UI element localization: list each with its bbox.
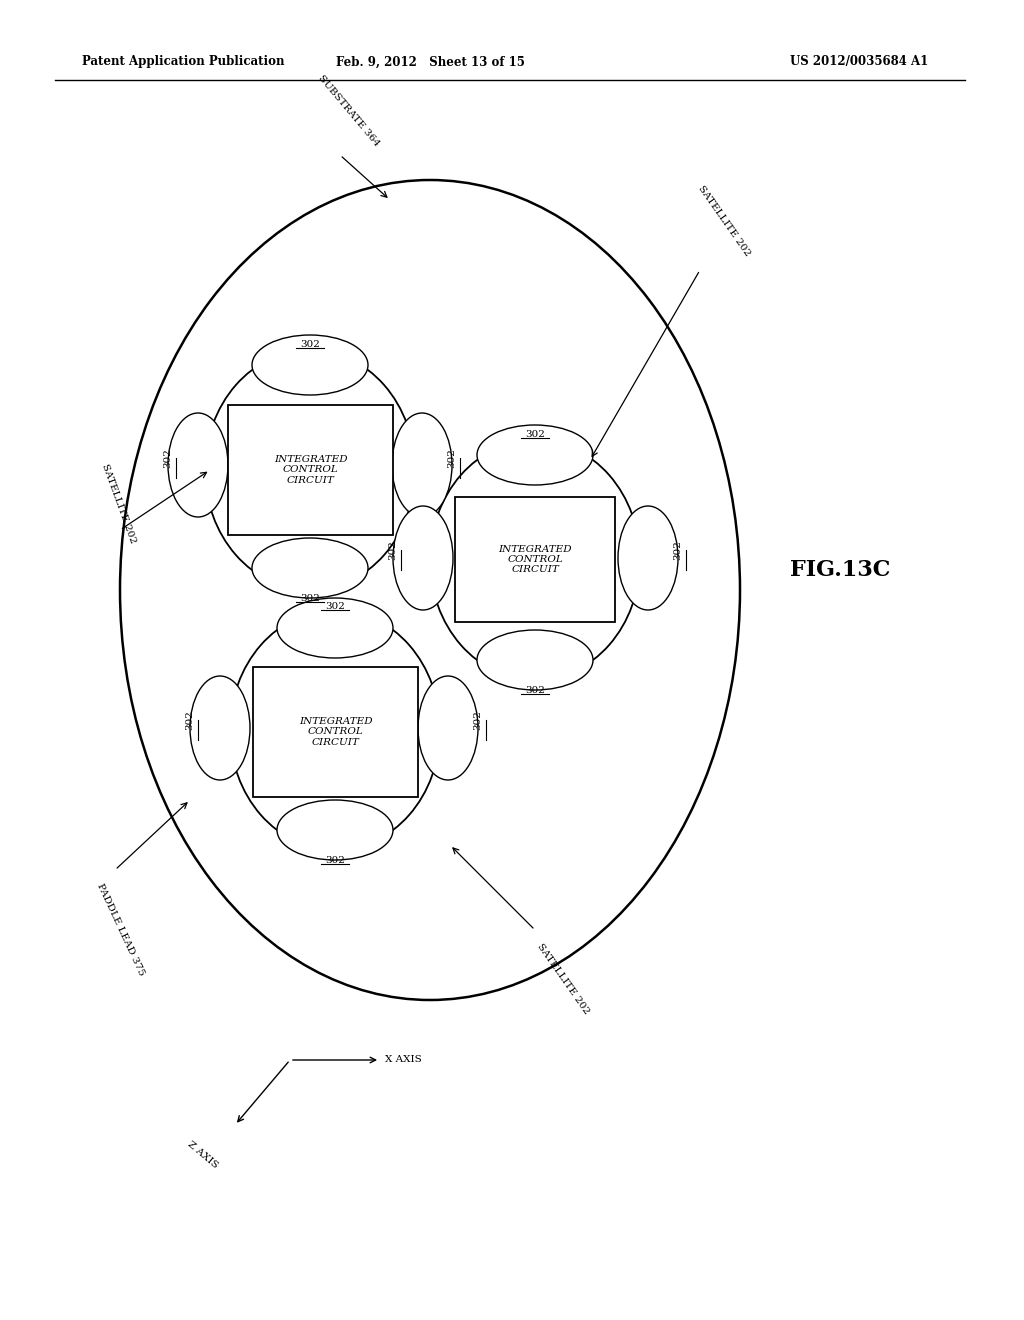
Ellipse shape (205, 350, 415, 590)
Text: 302: 302 (325, 602, 345, 611)
Ellipse shape (430, 440, 640, 680)
Bar (253, 667, 418, 797)
Text: SATELLITE 202: SATELLITE 202 (100, 463, 137, 545)
Bar (455, 498, 615, 622)
Text: X AXIS: X AXIS (385, 1056, 422, 1064)
Text: SATELLITE 202: SATELLITE 202 (535, 942, 591, 1016)
Bar (228, 405, 393, 535)
Text: INTEGRATED
CONTROL
CIRCUIT: INTEGRATED CONTROL CIRCUIT (273, 455, 347, 484)
Ellipse shape (278, 598, 393, 657)
Text: 302: 302 (525, 430, 545, 440)
Text: 302: 302 (388, 540, 397, 560)
Text: 302: 302 (185, 710, 195, 730)
Text: 302: 302 (164, 447, 172, 469)
Text: SATELLITE 202: SATELLITE 202 (696, 183, 752, 257)
Ellipse shape (168, 413, 228, 517)
Ellipse shape (252, 335, 368, 395)
Text: Feb. 9, 2012   Sheet 13 of 15: Feb. 9, 2012 Sheet 13 of 15 (336, 55, 524, 69)
Ellipse shape (418, 676, 478, 780)
Text: 302: 302 (525, 686, 545, 696)
Text: INTEGRATED
CONTROL
CIRCUIT: INTEGRATED CONTROL CIRCUIT (499, 545, 571, 574)
Ellipse shape (477, 630, 593, 690)
Text: 302: 302 (300, 341, 319, 348)
Ellipse shape (230, 610, 440, 850)
Text: 302: 302 (473, 710, 482, 730)
Ellipse shape (477, 425, 593, 484)
Ellipse shape (392, 413, 452, 517)
Ellipse shape (393, 506, 453, 610)
Text: FIG.13C: FIG.13C (790, 558, 891, 581)
Ellipse shape (190, 676, 250, 780)
Text: 302: 302 (325, 855, 345, 865)
Text: 302: 302 (674, 540, 683, 560)
Text: Patent Application Publication: Patent Application Publication (82, 55, 285, 69)
Text: 302: 302 (300, 594, 319, 603)
Text: Z AXIS: Z AXIS (186, 1140, 220, 1171)
Ellipse shape (618, 506, 678, 610)
Text: INTEGRATED
CONTROL
CIRCUIT: INTEGRATED CONTROL CIRCUIT (299, 717, 373, 747)
Text: SUBSTRATE 364: SUBSTRATE 364 (316, 74, 381, 148)
Text: US 2012/0035684 A1: US 2012/0035684 A1 (790, 55, 928, 69)
Text: 302: 302 (447, 447, 457, 469)
Ellipse shape (252, 539, 368, 598)
Ellipse shape (278, 800, 393, 861)
Text: PADDLE LEAD 375: PADDLE LEAD 375 (95, 882, 145, 977)
